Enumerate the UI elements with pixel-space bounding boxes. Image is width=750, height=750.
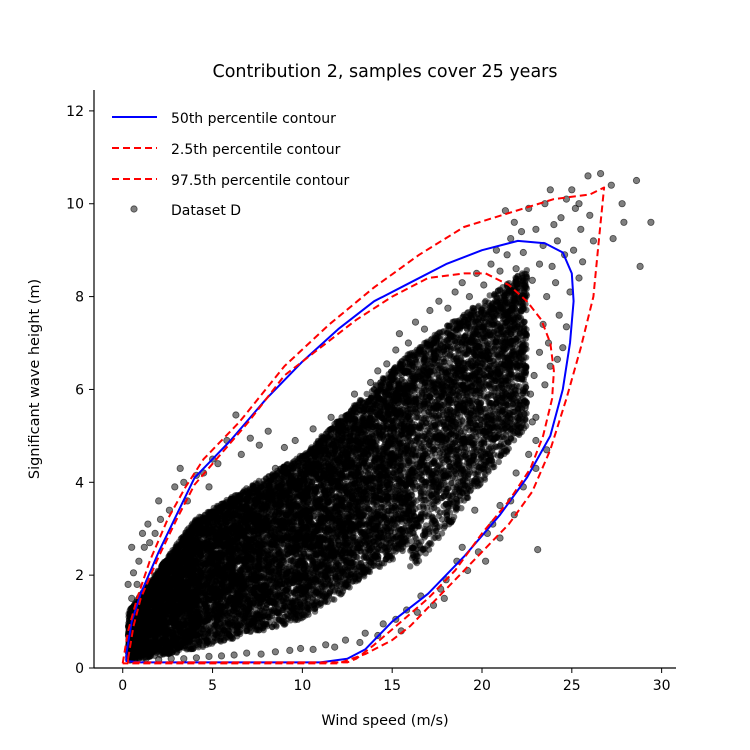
scatter-point	[142, 605, 149, 612]
scatter-point	[176, 580, 183, 587]
scatter-point	[171, 589, 178, 596]
scatter-point	[158, 606, 165, 613]
scatter-point	[171, 563, 178, 571]
scatter-point	[160, 568, 167, 576]
scatter-point	[165, 560, 172, 568]
scatter-point	[152, 646, 160, 653]
scatter-point	[175, 607, 182, 614]
scatter-point	[165, 595, 172, 602]
scatter-point	[134, 647, 142, 654]
scatter-point	[147, 641, 155, 648]
scatter-point	[136, 641, 144, 649]
scatter-point	[149, 612, 156, 619]
scatter-point	[170, 629, 177, 636]
scatter-point	[179, 643, 186, 650]
scatter-point	[174, 572, 181, 580]
scatter-point	[153, 628, 160, 635]
scatter-point	[177, 632, 185, 640]
scatter-point	[146, 590, 153, 597]
scatter-point	[168, 616, 175, 623]
scatter-point	[175, 595, 182, 602]
scatter-point	[184, 580, 191, 588]
scatter-point	[149, 578, 157, 586]
scatter-point	[146, 631, 153, 638]
scatter-point	[139, 634, 146, 642]
scatter-point	[184, 556, 192, 563]
scatter-point	[134, 625, 142, 632]
scatter-point	[162, 635, 169, 642]
scatter-point	[187, 645, 195, 653]
scatter-point	[179, 565, 186, 573]
scatter-point	[184, 637, 192, 644]
scatter-point	[137, 611, 144, 619]
scatter-point	[154, 590, 162, 597]
scatter-point	[155, 578, 162, 585]
scatter-point	[170, 552, 177, 559]
scatter-point	[180, 602, 187, 610]
chart-title: Contribution 2, samples cover 25 years	[213, 62, 558, 82]
scatter-cloud	[124, 267, 531, 664]
plot-area	[121, 170, 655, 665]
scatter-point	[159, 628, 166, 635]
scatter-point	[165, 603, 172, 610]
scatter-point	[182, 539, 189, 547]
scatter-point	[174, 543, 181, 550]
scatter-point	[147, 625, 154, 632]
scatter-point	[184, 597, 191, 604]
scatter-point	[167, 577, 174, 585]
scatter-point	[177, 621, 184, 628]
scatter-point	[162, 641, 169, 648]
scatter-point	[169, 649, 176, 656]
